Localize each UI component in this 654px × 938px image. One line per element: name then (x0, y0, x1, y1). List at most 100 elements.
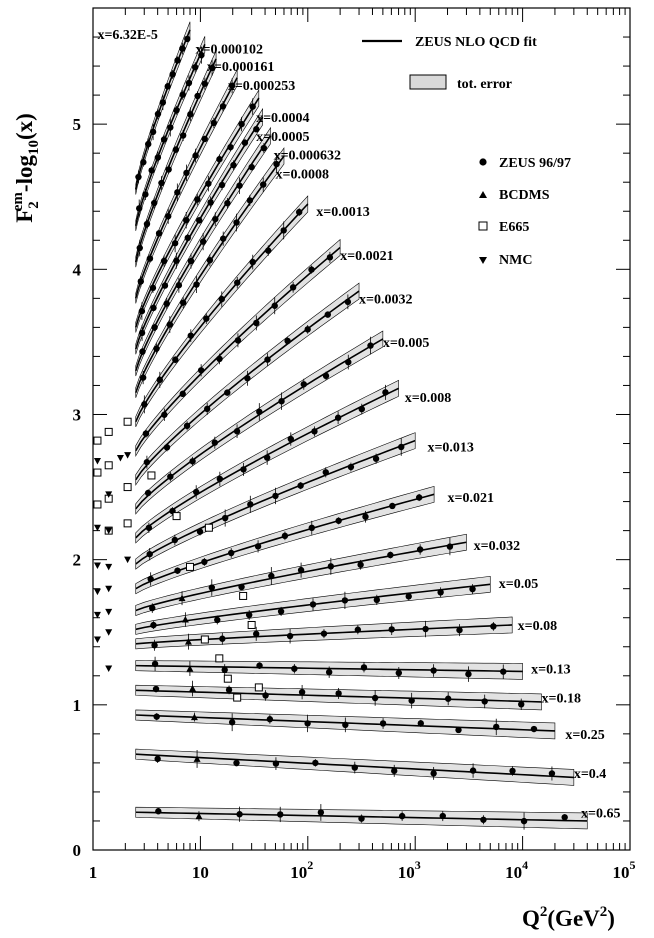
data-point (105, 665, 113, 673)
error-band (135, 88, 260, 333)
data-point (233, 428, 241, 435)
data-point (124, 556, 132, 564)
data-point (518, 701, 525, 708)
data-point (174, 567, 181, 574)
data-point (548, 770, 556, 777)
data-point (93, 436, 102, 445)
x-tick-label: 104 (505, 858, 528, 882)
data-point (271, 302, 278, 309)
legend-band-icon (409, 74, 447, 90)
data-point (146, 255, 154, 262)
data-point (150, 304, 157, 312)
data-point (93, 611, 101, 619)
data-point (347, 463, 355, 471)
data-point (219, 235, 227, 242)
data-point (187, 332, 194, 339)
data-point (358, 815, 365, 822)
data-point (561, 814, 568, 821)
data-point (154, 755, 161, 763)
data-point (215, 654, 224, 663)
data-point (254, 683, 263, 692)
data-point (173, 107, 180, 114)
data-point (190, 713, 198, 721)
data-point (178, 594, 186, 602)
data-point (224, 199, 231, 207)
data-point (311, 428, 318, 435)
legend-top: ZEUS NLO QCD fit tot. error (362, 35, 537, 92)
data-point (194, 196, 201, 203)
bin-label: x=0.000102 (195, 43, 262, 58)
data-point (238, 583, 245, 591)
data-point (341, 597, 349, 604)
data-point (253, 319, 260, 327)
data-point (247, 501, 254, 508)
data-point (123, 519, 132, 528)
bin-label: x=0.032 (474, 539, 520, 554)
bin-label: x=0.013 (427, 440, 473, 455)
data-point (203, 405, 211, 413)
data-point (200, 635, 209, 644)
data-point (193, 281, 200, 288)
data-point (297, 482, 304, 489)
data-point (154, 110, 162, 118)
y-tick-label: 1 (73, 696, 82, 715)
data-point (284, 337, 291, 345)
data-point (143, 220, 151, 228)
error-band (135, 282, 360, 486)
data-point (268, 572, 275, 580)
data-point (159, 99, 167, 106)
error-band (135, 126, 271, 377)
data-point (233, 219, 240, 226)
data-point (345, 358, 352, 366)
data-point (358, 405, 365, 413)
legend-nmc-label: NMC (499, 253, 532, 268)
data-point (144, 489, 152, 497)
bin-label: x=0.4 (574, 767, 606, 782)
data-point (116, 455, 124, 462)
data-point (204, 523, 213, 532)
bin-label: x=0.08 (518, 619, 557, 634)
bin-label: x=0.13 (531, 663, 570, 678)
data-point (455, 726, 462, 734)
data-point (382, 389, 389, 396)
data-point (193, 755, 201, 762)
data-point (287, 435, 295, 443)
data-point (327, 563, 335, 570)
data-point (151, 324, 158, 331)
data-point (309, 601, 317, 608)
data-point (317, 809, 325, 816)
data-point (228, 549, 235, 557)
data-point (233, 693, 242, 702)
data-point (163, 300, 170, 307)
data-point (147, 471, 156, 480)
x-tick-label: 103 (398, 858, 421, 882)
data-point (277, 811, 284, 818)
data-point (325, 668, 333, 676)
data-point (357, 561, 364, 568)
data-point (135, 173, 142, 181)
data-point (372, 455, 380, 462)
data-point (430, 770, 437, 777)
data-point (334, 414, 342, 421)
data-point (179, 299, 187, 306)
data-point (154, 154, 162, 161)
data-point (509, 767, 516, 775)
data-point (254, 543, 262, 550)
data-point (212, 215, 219, 223)
data-point (192, 152, 199, 159)
data-point (236, 811, 243, 818)
data-point (186, 665, 194, 672)
data-point (430, 667, 437, 674)
legend-square-icon (478, 221, 488, 231)
data-point (308, 524, 315, 532)
data-point (405, 593, 412, 600)
data-point (371, 694, 379, 702)
data-point (227, 143, 234, 151)
data-point (174, 57, 181, 64)
data-point (256, 662, 263, 669)
data-point (151, 199, 158, 207)
bin-label: x=0.25 (565, 728, 604, 743)
plot-frame (92, 7, 631, 851)
data-point (469, 767, 477, 774)
data-point (297, 566, 305, 574)
